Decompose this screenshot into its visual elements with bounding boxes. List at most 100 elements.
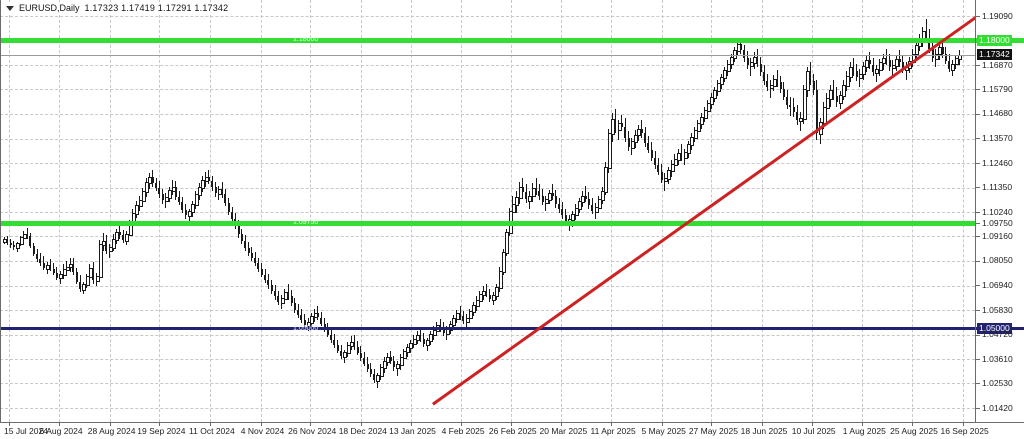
time-tick-label: 16 Sep 2025: [940, 426, 989, 436]
candle-body: [379, 367, 384, 378]
candle-body: [164, 196, 169, 203]
candle-body: [544, 198, 549, 205]
candle-body: [786, 96, 789, 105]
candle-body: [346, 344, 351, 354]
candle-body: [330, 334, 333, 341]
candle-body: [587, 198, 590, 205]
time-tick-mark: [711, 423, 713, 426]
candle-body: [439, 325, 442, 329]
time-tick-mark: [811, 423, 813, 426]
candle-body: [181, 202, 184, 210]
overlay-resistance-1-18000[interactable]: [0, 37, 975, 43]
candle-body: [819, 122, 824, 136]
price-tick-1.02530: 1.02530: [976, 378, 1013, 389]
grid-line-vertical: [811, 0, 813, 422]
candle-body: [224, 194, 227, 204]
candle-body: [36, 254, 38, 260]
grid-line-vertical: [59, 0, 61, 422]
grid-line-vertical: [461, 0, 463, 422]
time-tick-mark: [762, 423, 763, 426]
candle-body: [733, 50, 738, 59]
candle-body: [293, 303, 296, 310]
candle-body: [108, 246, 113, 253]
candle-body: [739, 43, 742, 51]
candle-body: [22, 234, 27, 240]
candle-body: [670, 164, 675, 172]
candle-body: [620, 123, 623, 127]
candle-body: [521, 187, 524, 193]
price-tick-1.04720: 1.04720: [976, 329, 1013, 340]
time-tick-mark: [109, 423, 111, 426]
candle-body: [690, 136, 695, 147]
candle-wick: [459, 306, 461, 320]
candle-body: [300, 315, 303, 321]
grid-line-vertical: [209, 0, 211, 422]
candle-body: [442, 328, 445, 333]
candle-body: [948, 61, 951, 69]
candle-body: [875, 69, 880, 74]
candle-body: [650, 150, 653, 158]
plot-left-border: [0, 0, 1, 422]
grid-line-vertical: [661, 0, 663, 422]
candle-body: [158, 187, 161, 195]
candle-body: [627, 138, 630, 147]
candle-body: [267, 280, 270, 286]
candle-body: [683, 152, 688, 159]
candle-body: [763, 71, 765, 81]
candle-body: [594, 207, 599, 213]
candle-body: [366, 363, 369, 369]
candle-body: [677, 153, 682, 161]
candle-body: [115, 232, 120, 241]
candle-body: [749, 62, 754, 68]
candle-body: [39, 259, 42, 264]
triangle-down-icon[interactable]: [6, 5, 14, 11]
candle-body: [951, 63, 956, 71]
time-tick-label: 11 Oct 2024: [189, 426, 235, 436]
candle-body: [145, 182, 150, 194]
candle-body: [581, 195, 586, 203]
candle-body: [290, 295, 293, 303]
candle-wick: [925, 19, 927, 43]
candle-wick: [621, 114, 623, 132]
candle-body: [29, 235, 32, 246]
candle-body: [822, 106, 827, 125]
candle-body: [895, 59, 900, 67]
time-axis[interactable]: 15 Jul 2024 6 Aug 2024 28 Aug 2024 19 Sep 2…: [0, 422, 1024, 439]
overlay-resistance-1-09750[interactable]: [0, 220, 975, 226]
grid-line-vertical: [410, 0, 412, 422]
candle-body: [584, 195, 587, 199]
time-tick-label: 20 Mar 2025: [539, 426, 588, 436]
candle-body: [941, 46, 944, 54]
candle-body: [772, 79, 777, 87]
price-axis[interactable]: 1.19090 1.18000 1.17342 1.16870 1.15790 1.146…: [975, 0, 1024, 422]
candle-body: [141, 191, 146, 202]
candle-body: [277, 296, 280, 303]
grid-line-vertical: [260, 0, 262, 422]
candle-body: [607, 133, 612, 169]
candle-body: [475, 299, 480, 308]
time-tick-label: 26 Feb 2025: [488, 426, 537, 436]
grid-line-horizontal: [0, 334, 975, 336]
candle-body: [746, 58, 749, 66]
candle-body: [244, 241, 247, 249]
candle-body: [825, 97, 830, 109]
candle-body: [693, 130, 698, 139]
candle-wick: [486, 284, 487, 298]
candle-body: [667, 170, 672, 180]
candle-body: [905, 66, 910, 72]
candle-body: [782, 89, 785, 97]
candle-body: [720, 76, 725, 86]
candle-body: [369, 369, 372, 375]
grid-line-horizontal: [0, 359, 975, 361]
candle-body: [885, 57, 888, 61]
candle-body: [868, 60, 871, 65]
overlay-support-1-05000[interactable]: [0, 327, 975, 331]
candle-body: [12, 244, 15, 248]
candle-wick: [585, 185, 587, 203]
candle-body: [848, 66, 853, 78]
candle-body: [835, 95, 838, 103]
price-tick-1.09750: 1.09750: [976, 218, 1013, 229]
candle-body: [654, 157, 656, 165]
chart-plot-area[interactable]: 1.18000 1.09750 1.05000: [0, 0, 975, 422]
overlay-label-support-1-05000: 1.05000: [293, 324, 319, 332]
